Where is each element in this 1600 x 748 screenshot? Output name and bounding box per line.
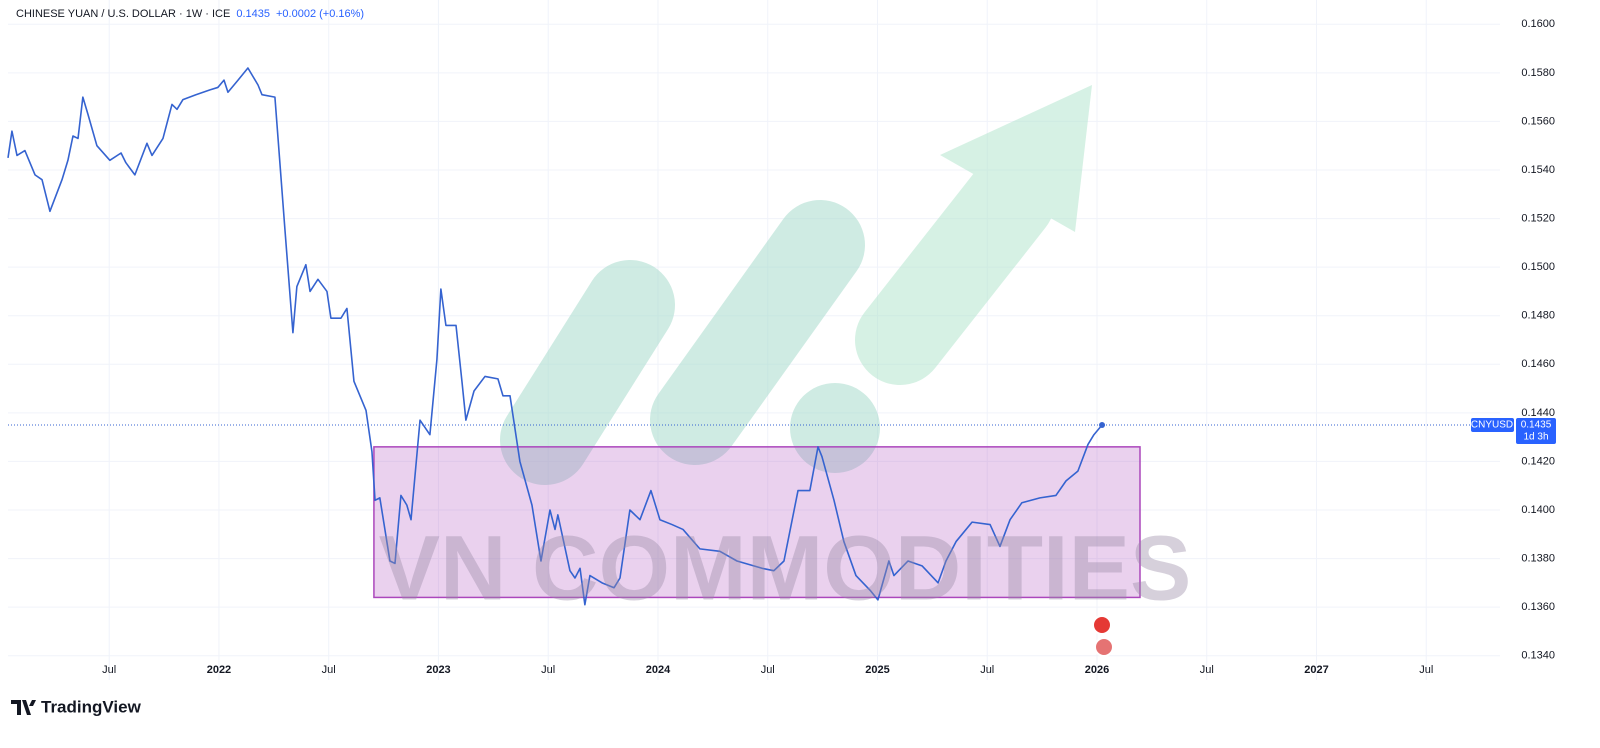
event-flag [1092,615,1112,635]
price-tag-name: CNYUSD [1471,420,1513,431]
y-tick-label: 0.1480 [1521,310,1555,322]
brand-name: TradingView [41,697,142,716]
series-line [7,67,1103,606]
price-tag-bg [1516,418,1556,444]
y-tick-label: 0.1400 [1521,504,1555,516]
highlight-box [373,446,1141,599]
logo-dot [790,383,880,473]
x-tick-label: Jul [102,664,116,676]
y-tick-label: 0.1460 [1521,358,1555,370]
y-tick-label: 0.1540 [1521,164,1555,176]
y-tick-label: 0.1420 [1521,455,1555,467]
x-tick-label: Jul [1419,664,1433,676]
plot [7,67,1500,606]
logo-stroke [500,260,675,485]
y-tick-label: 0.1440 [1521,407,1555,419]
x-tick-label: 2022 [207,664,231,676]
x-tick-label: Jul [322,664,336,676]
x-tick-label: 2025 [865,664,889,676]
symbol: CHINESE YUAN / U.S. DOLLAR · 1W · ICE [16,8,230,20]
brand-logo [11,700,36,715]
x-tick-label: Jul [761,664,775,676]
x-tick-label: 2023 [426,664,450,676]
x-tick-label: Jul [980,664,994,676]
change: +0.0002 (+0.16%) [276,8,364,20]
y-tick-label: 0.1360 [1521,601,1555,613]
logo-stroke [855,155,1055,385]
watermark-logo [500,85,1092,485]
y-tick-label: 0.1340 [1521,650,1555,662]
last-point [1099,422,1106,428]
y-tick-label: 0.1560 [1521,115,1555,127]
y-tick-label: 0.1520 [1521,212,1555,224]
header: CHINESE YUAN / U.S. DOLLAR · 1W · ICE 0.1… [16,8,364,20]
y-tick-label: 0.1380 [1521,552,1555,564]
price-tag-name-bg [1471,418,1514,432]
x-tick-label: 2024 [646,664,671,676]
x-tick-label: 2026 [1085,664,1109,676]
watermark: VN COMMODITIES [379,517,1192,619]
brand: TradingView [11,697,142,716]
price-tag-countdown: 1d 3h [1523,432,1548,443]
price-tag-value: 0.1435 [1521,420,1552,431]
price: 0.1435 [236,8,270,20]
y-tick-label: 0.1500 [1521,261,1555,273]
x-tick-label: 2027 [1304,664,1328,676]
logo-arrow-head [940,85,1092,232]
x-tick-label: Jul [541,664,555,676]
flags [1092,615,1114,657]
y-tick-label: 0.1580 [1521,67,1555,79]
y-tick-label: 0.1600 [1521,18,1555,30]
x-tick-label: Jul [1200,664,1214,676]
event-flag [1094,637,1114,657]
logo-stroke [650,200,865,465]
